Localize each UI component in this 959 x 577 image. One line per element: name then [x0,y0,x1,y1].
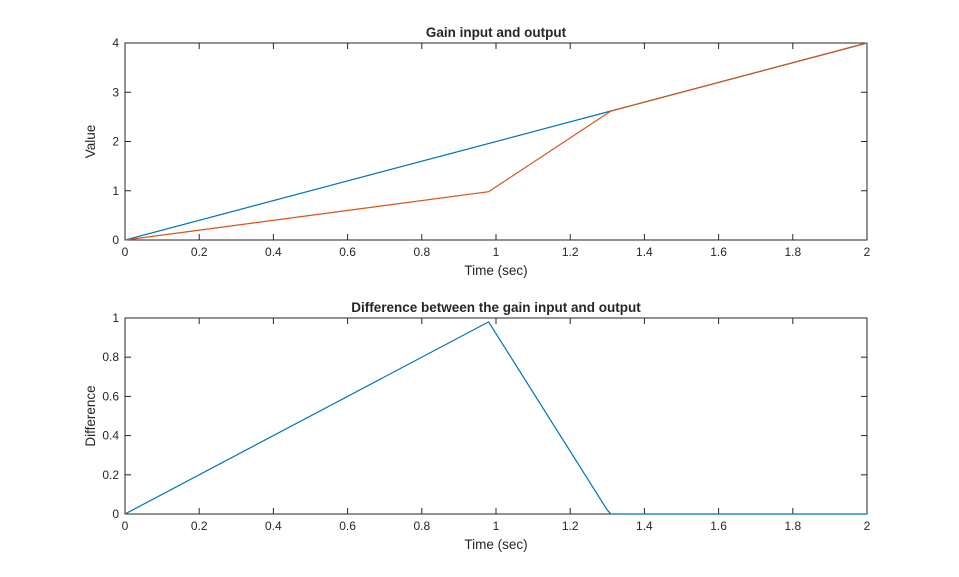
x-tick-label: 0 [122,245,129,259]
x-tick-label: 1.4 [636,245,653,259]
series-1-line [124,42,868,241]
x-tick-label: 0.8 [413,245,430,259]
chart-title: Difference between the gain input and ou… [351,300,641,315]
y-tick-label: 1 [112,311,119,325]
y-tick-label: 0.2 [102,468,119,482]
x-tick-label: 1 [493,519,500,533]
y-tick-label: 0.4 [102,429,119,443]
chart-title: Gain input and output [426,25,567,40]
x-tick-label: 0.4 [265,519,282,533]
y-tick-label: 0.6 [102,389,119,403]
x-tick-label: 2 [864,519,871,533]
x-tick-label: 0 [122,519,129,533]
x-tick-label: 1.2 [562,519,579,533]
x-tick-label: 1 [493,245,500,259]
y-tick-label: 2 [112,135,119,149]
x-tick-label: 0.4 [265,245,282,259]
x-axis-label: Time (sec) [464,537,527,552]
y-tick-label: 0 [112,507,119,521]
x-tick-label: 2 [864,245,871,259]
x-tick-label: 1.8 [784,519,801,533]
y-tick-label: 3 [112,85,119,99]
x-tick-label: 0.6 [339,245,356,259]
x-axis-label: Time (sec) [464,263,527,278]
y-tick-label: 4 [112,36,119,50]
x-tick-label: 1.6 [710,519,727,533]
x-tick-label: 0.2 [191,519,208,533]
axes-box [124,317,868,515]
y-axis-label: Value [83,125,98,159]
x-tick-label: 0.8 [413,519,430,533]
x-tick-label: 1.6 [710,245,727,259]
y-tick-label: 1 [112,184,119,198]
bottom-subplot: 0 0.2 0.4 0.6 0.8 1 1.2 1.4 1.6 1.8 2 0 0.2 0.4 0.6 0.8… [83,300,871,552]
x-tick-label: 0.2 [191,245,208,259]
x-tick-label: 1.8 [784,245,801,259]
series-0-line [124,321,867,515]
top-subplot: 0 0.2 0.4 0.6 0.8 1 1.2 1.4 1.6 1.8 2 0 1 2 3 4 Gain inp… [83,25,871,278]
y-tick-label: 0.8 [102,350,119,364]
x-tick-label: 1.2 [562,245,579,259]
x-tick-label: 0.6 [339,519,356,533]
y-axis-label: Difference [83,385,98,446]
x-tick-label: 1.4 [636,519,653,533]
y-tick-label: 0 [112,233,119,247]
